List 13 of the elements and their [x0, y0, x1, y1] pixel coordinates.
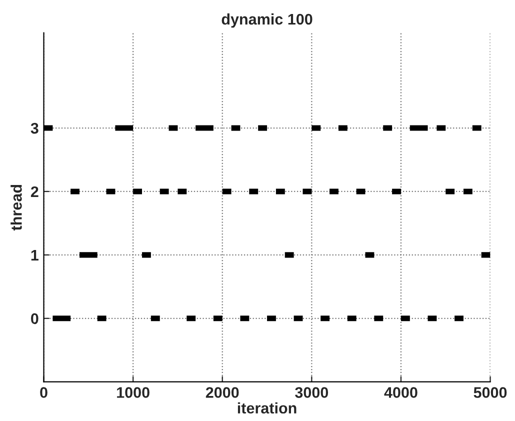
- chart-title: dynamic 100: [222, 13, 312, 28]
- x-tick-label: 2000: [206, 387, 239, 398]
- y-tick-label: 1: [31, 250, 38, 260]
- y-tick-label: 0: [31, 313, 38, 324]
- x-tick-label: 1000: [117, 387, 150, 398]
- x-tick-label: 0: [40, 387, 48, 398]
- x-tick-label: 5000: [474, 387, 507, 398]
- y-tick-label: 2: [30, 186, 38, 198]
- y-axis-title: thread: [10, 185, 22, 230]
- x-tick-label: 3000: [295, 387, 328, 398]
- x-tick-label: 4000: [384, 387, 418, 398]
- x-axis-title: iteration: [238, 402, 296, 414]
- y-tick-label: 3: [30, 122, 38, 134]
